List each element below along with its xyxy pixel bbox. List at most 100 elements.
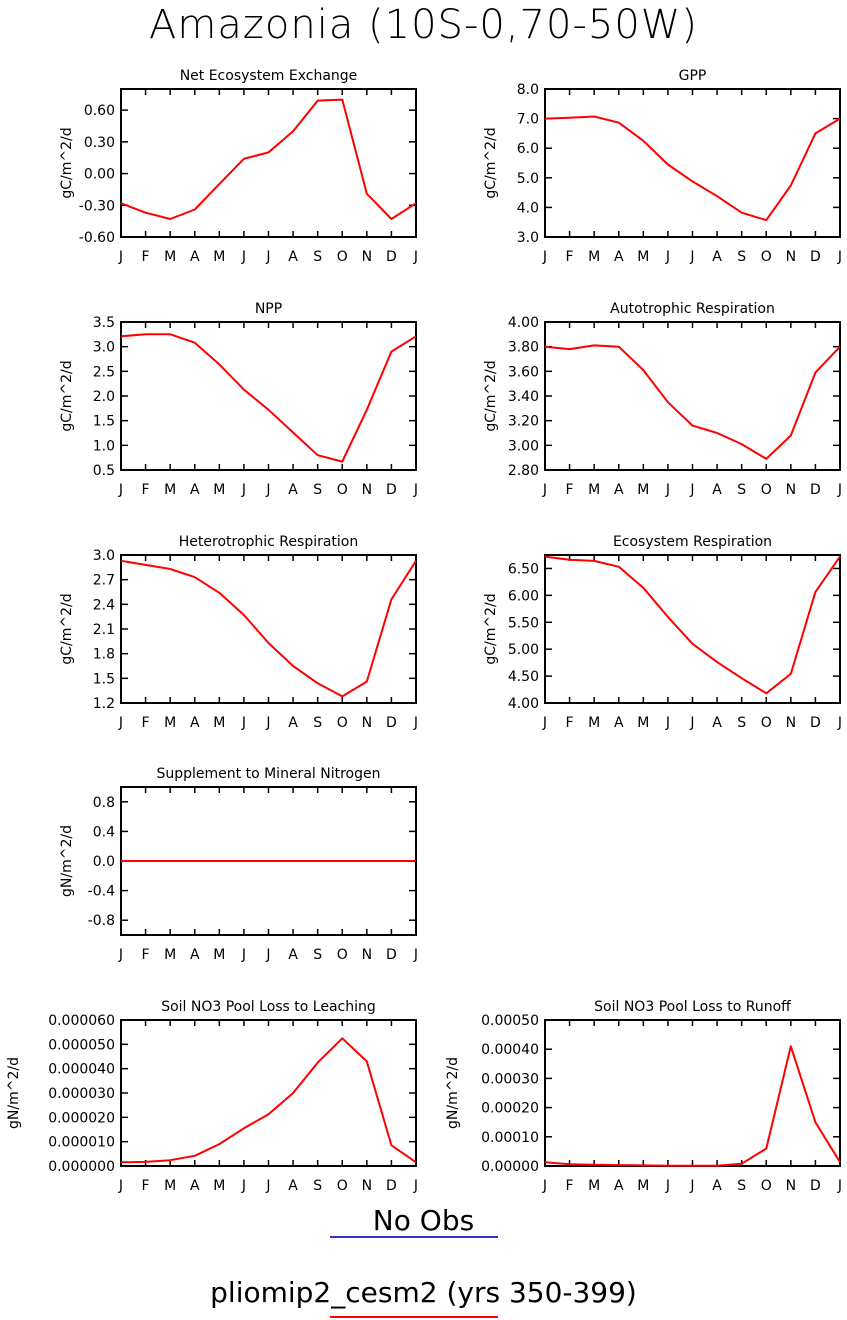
x-tick-label: N bbox=[362, 482, 372, 498]
x-tick-label: D bbox=[810, 1178, 821, 1194]
y-tick-label: 5.0 bbox=[517, 171, 539, 187]
x-tick-label: J bbox=[413, 715, 418, 731]
legend-line-obs bbox=[330, 1236, 498, 1238]
y-tick-label: 0.00010 bbox=[481, 1130, 539, 1146]
y-tick-label: 0.8 bbox=[93, 795, 115, 811]
x-tick-label: J bbox=[118, 715, 123, 731]
x-tick-label: M bbox=[164, 1178, 176, 1194]
y-tick-label: 4.50 bbox=[508, 669, 539, 685]
y-tick-label: 4.0 bbox=[517, 200, 539, 216]
y-axis-label: gC/m^2/d bbox=[483, 127, 499, 198]
x-tick-label: O bbox=[337, 482, 348, 498]
y-tick-label: 3.0 bbox=[93, 548, 115, 564]
y-tick-label: 3.5 bbox=[93, 315, 115, 331]
x-tick-label: A bbox=[712, 482, 722, 498]
legend-line-model bbox=[330, 1316, 498, 1318]
x-tick-label: J bbox=[689, 482, 694, 498]
x-tick-label: J bbox=[413, 1178, 418, 1194]
x-tick-label: A bbox=[614, 715, 624, 731]
x-tick-label: D bbox=[386, 947, 397, 963]
x-tick-label: J bbox=[689, 249, 694, 265]
y-tick-label: 3.40 bbox=[508, 389, 539, 405]
x-tick-label: F bbox=[142, 482, 150, 498]
x-tick-label: F bbox=[142, 1178, 150, 1194]
x-tick-label: D bbox=[386, 482, 397, 498]
x-tick-label: N bbox=[362, 249, 372, 265]
panel-title: GPP bbox=[679, 68, 707, 84]
x-tick-label: F bbox=[142, 715, 150, 731]
y-tick-label: 2.4 bbox=[93, 597, 115, 613]
y-tick-label: 0.4 bbox=[93, 824, 115, 840]
y-tick-label: 0.00050 bbox=[481, 1013, 539, 1029]
y-axis-label: gC/m^2/d bbox=[483, 593, 499, 664]
y-tick-label: 0.60 bbox=[84, 103, 115, 119]
y-tick-label: 2.1 bbox=[93, 622, 115, 638]
x-tick-label: J bbox=[413, 249, 418, 265]
y-tick-label: 4.00 bbox=[508, 315, 539, 331]
legend-label-obs: No Obs bbox=[372, 1204, 475, 1237]
y-tick-label: 2.0 bbox=[93, 389, 115, 405]
x-tick-label: J bbox=[413, 482, 418, 498]
x-tick-label: J bbox=[689, 715, 694, 731]
x-tick-label: O bbox=[761, 249, 772, 265]
x-tick-label: J bbox=[265, 1178, 270, 1194]
x-tick-label: S bbox=[313, 482, 322, 498]
plot-frame bbox=[120, 554, 417, 704]
y-tick-label: 6.50 bbox=[508, 561, 539, 577]
y-tick-label: 2.7 bbox=[93, 573, 115, 589]
y-tick-label: 0.00020 bbox=[481, 1101, 539, 1117]
y-tick-label: 5.50 bbox=[508, 615, 539, 631]
y-tick-label: 0.000020 bbox=[48, 1110, 115, 1126]
y-tick-label: 6.00 bbox=[508, 588, 539, 604]
x-tick-label: M bbox=[588, 1178, 600, 1194]
series-line bbox=[544, 115, 841, 222]
x-tick-label: A bbox=[288, 947, 298, 963]
x-tick-label: J bbox=[837, 482, 842, 498]
y-tick-label: 0.000010 bbox=[48, 1135, 115, 1151]
plot-frame bbox=[120, 88, 417, 238]
x-tick-label: M bbox=[213, 1178, 225, 1194]
y-tick-label: 0.0 bbox=[93, 854, 115, 870]
x-tick-label: M bbox=[164, 482, 176, 498]
x-tick-label: N bbox=[786, 1178, 796, 1194]
x-tick-label: N bbox=[362, 715, 372, 731]
series-line bbox=[120, 559, 417, 698]
y-tick-label: 2.80 bbox=[508, 463, 539, 479]
x-tick-label: M bbox=[164, 947, 176, 963]
y-tick-label: 0.00030 bbox=[481, 1071, 539, 1087]
x-tick-label: J bbox=[241, 482, 246, 498]
y-tick-label: 3.60 bbox=[508, 364, 539, 380]
x-tick-label: M bbox=[637, 482, 649, 498]
x-tick-label: N bbox=[786, 249, 796, 265]
panel-title: Autotrophic Respiration bbox=[610, 301, 775, 317]
x-tick-label: A bbox=[190, 1178, 200, 1194]
x-tick-label: F bbox=[566, 482, 574, 498]
y-axis-label: gC/m^2/d bbox=[59, 360, 75, 431]
y-tick-label: -0.30 bbox=[79, 198, 115, 214]
x-tick-label: M bbox=[637, 1178, 649, 1194]
y-tick-label: 1.5 bbox=[93, 414, 115, 430]
x-tick-label: J bbox=[689, 1178, 694, 1194]
y-tick-label: 0.000040 bbox=[48, 1062, 115, 1078]
x-tick-label: J bbox=[837, 715, 842, 731]
y-tick-label: 0.5 bbox=[93, 463, 115, 479]
x-tick-label: J bbox=[241, 1178, 246, 1194]
y-axis-label: gN/m^2/d bbox=[445, 1057, 461, 1129]
x-tick-label: S bbox=[313, 1178, 322, 1194]
panel-title: Soil NO3 Pool Loss to Runoff bbox=[594, 999, 791, 1015]
x-tick-label: J bbox=[837, 249, 842, 265]
x-tick-label: J bbox=[241, 947, 246, 963]
plot-frame bbox=[544, 554, 841, 704]
x-tick-label: A bbox=[288, 482, 298, 498]
x-tick-label: A bbox=[190, 715, 200, 731]
x-tick-label: J bbox=[665, 1178, 670, 1194]
x-tick-label: A bbox=[190, 482, 200, 498]
x-tick-label: J bbox=[542, 249, 547, 265]
x-tick-label: J bbox=[542, 715, 547, 731]
x-tick-label: O bbox=[761, 715, 772, 731]
x-tick-label: J bbox=[665, 249, 670, 265]
y-tick-label: 0.000030 bbox=[48, 1086, 115, 1102]
x-tick-label: J bbox=[265, 715, 270, 731]
x-tick-label: S bbox=[737, 249, 746, 265]
